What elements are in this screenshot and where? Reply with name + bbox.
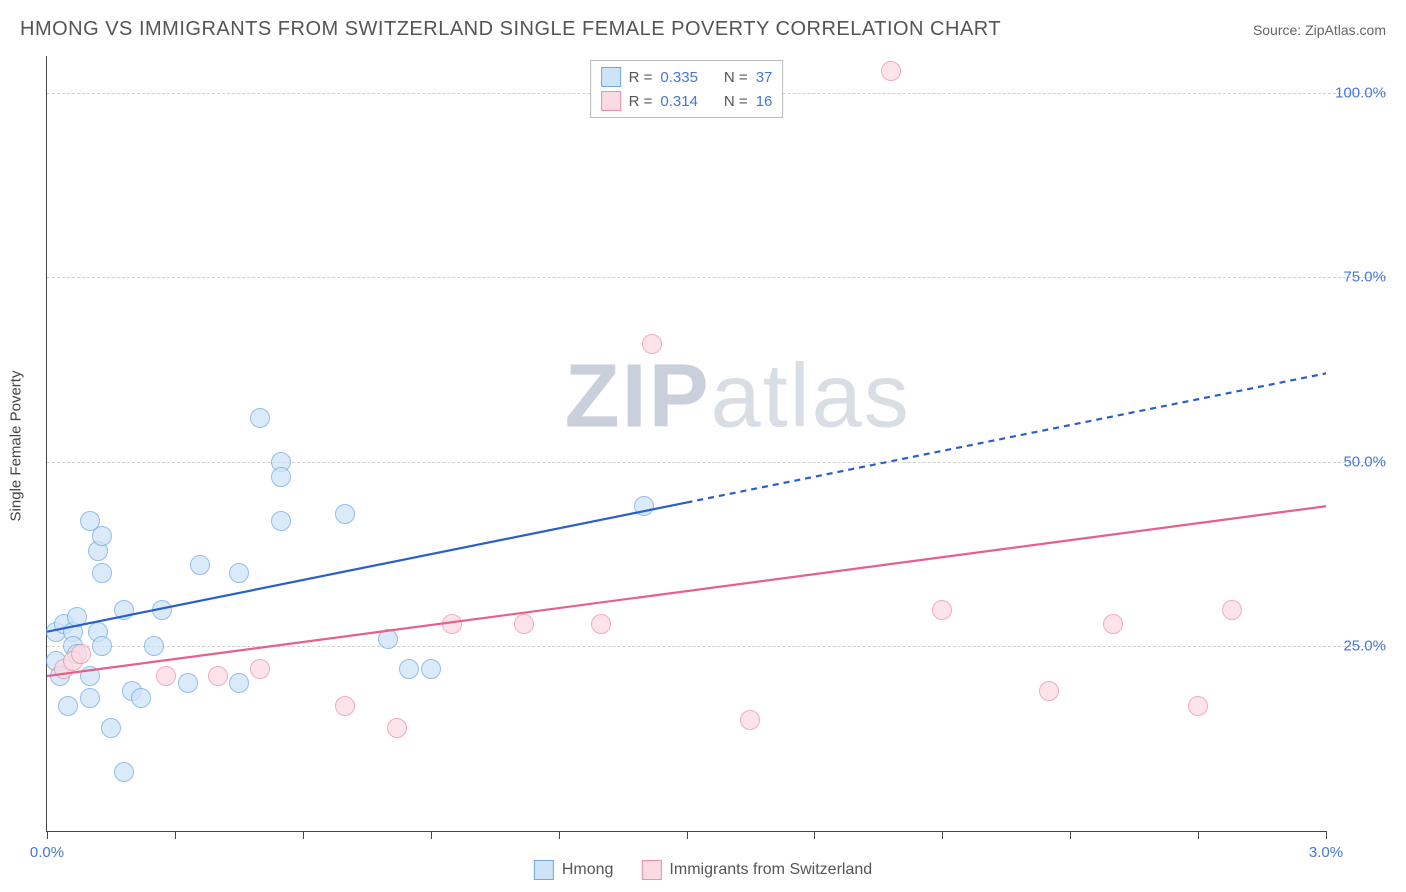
- data-point-hmong[interactable]: [114, 600, 134, 620]
- data-point-hmong[interactable]: [67, 607, 87, 627]
- watermark: ZIPatlas: [565, 346, 911, 449]
- x-tick-label: 0.0%: [30, 844, 64, 861]
- data-point-hmong[interactable]: [92, 526, 112, 546]
- data-point-hmong[interactable]: [399, 659, 419, 679]
- x-tick: [1198, 831, 1199, 839]
- legend-swatch-swiss: [601, 91, 621, 111]
- data-point-swiss[interactable]: [442, 614, 462, 634]
- data-point-hmong[interactable]: [271, 467, 291, 487]
- x-tick: [47, 831, 48, 839]
- data-point-swiss[interactable]: [71, 644, 91, 664]
- legend-series-label: Hmong: [562, 861, 614, 879]
- data-point-hmong[interactable]: [80, 688, 100, 708]
- legend-r-value: 0.314: [660, 93, 698, 110]
- x-tick: [942, 831, 943, 839]
- x-tick: [1326, 831, 1327, 839]
- legend-series: Hmong Immigrants from Switzerland: [534, 860, 872, 880]
- data-point-hmong[interactable]: [152, 600, 172, 620]
- watermark-atlas: atlas: [711, 347, 911, 447]
- data-point-swiss[interactable]: [740, 710, 760, 730]
- source-attribution: Source: ZipAtlas.com: [1253, 22, 1386, 38]
- source-label: Source:: [1253, 22, 1305, 38]
- data-point-hmong[interactable]: [250, 408, 270, 428]
- legend-r-value: 0.335: [660, 69, 698, 86]
- legend-n-value: 37: [756, 69, 773, 86]
- legend-swatch-hmong: [534, 860, 554, 880]
- data-point-hmong[interactable]: [634, 496, 654, 516]
- trend-line-hmong: [687, 373, 1327, 502]
- gridline: [47, 646, 1386, 647]
- data-point-hmong[interactable]: [178, 673, 198, 693]
- source-link[interactable]: ZipAtlas.com: [1305, 22, 1386, 38]
- data-point-swiss[interactable]: [1039, 681, 1059, 701]
- y-tick-label: 25.0%: [1331, 638, 1386, 655]
- x-tick: [559, 831, 560, 839]
- x-tick: [175, 831, 176, 839]
- data-point-swiss[interactable]: [1188, 696, 1208, 716]
- data-point-swiss[interactable]: [1222, 600, 1242, 620]
- x-tick: [814, 831, 815, 839]
- y-tick-label: 100.0%: [1331, 84, 1386, 101]
- legend-n-value: 16: [756, 93, 773, 110]
- data-point-swiss[interactable]: [1103, 614, 1123, 634]
- data-point-hmong[interactable]: [335, 504, 355, 524]
- data-point-swiss[interactable]: [335, 696, 355, 716]
- y-axis-label: Single Female Poverty: [8, 371, 25, 522]
- legend-series-swiss[interactable]: Immigrants from Switzerland: [641, 860, 872, 880]
- data-point-swiss[interactable]: [156, 666, 176, 686]
- data-point-hmong[interactable]: [131, 688, 151, 708]
- data-point-swiss[interactable]: [642, 334, 662, 354]
- x-tick: [1070, 831, 1071, 839]
- legend-swatch-swiss: [641, 860, 661, 880]
- watermark-zip: ZIP: [565, 347, 711, 447]
- data-point-hmong[interactable]: [421, 659, 441, 679]
- data-point-hmong[interactable]: [144, 636, 164, 656]
- gridline: [47, 277, 1386, 278]
- data-point-hmong[interactable]: [80, 666, 100, 686]
- data-point-hmong[interactable]: [58, 696, 78, 716]
- legend-n-label: N =: [724, 69, 748, 86]
- data-point-swiss[interactable]: [932, 600, 952, 620]
- data-point-swiss[interactable]: [387, 718, 407, 738]
- legend-series-hmong[interactable]: Hmong: [534, 860, 614, 880]
- legend-stats-row-hmong: R = 0.335 N = 37: [601, 65, 773, 89]
- data-point-hmong[interactable]: [92, 636, 112, 656]
- x-tick: [431, 831, 432, 839]
- data-point-hmong[interactable]: [271, 511, 291, 531]
- legend-r-label: R =: [629, 93, 653, 110]
- legend-stats-box: R = 0.335 N = 37 R = 0.314 N = 16: [590, 60, 784, 118]
- data-point-hmong[interactable]: [229, 563, 249, 583]
- data-point-swiss[interactable]: [881, 61, 901, 81]
- data-point-hmong[interactable]: [229, 673, 249, 693]
- data-point-hmong[interactable]: [190, 555, 210, 575]
- chart-title: HMONG VS IMMIGRANTS FROM SWITZERLAND SIN…: [20, 18, 1001, 41]
- data-point-hmong[interactable]: [378, 629, 398, 649]
- data-point-swiss[interactable]: [514, 614, 534, 634]
- data-point-hmong[interactable]: [92, 563, 112, 583]
- trend-lines-layer: [47, 56, 1326, 831]
- x-tick: [687, 831, 688, 839]
- x-tick: [303, 831, 304, 839]
- y-tick-label: 50.0%: [1331, 453, 1386, 470]
- trend-line-hmong: [47, 503, 687, 632]
- x-tick-label: 3.0%: [1309, 844, 1343, 861]
- data-point-swiss[interactable]: [208, 666, 228, 686]
- data-point-hmong[interactable]: [101, 718, 121, 738]
- data-point-swiss[interactable]: [591, 614, 611, 634]
- chart-area: ZIPatlas R =0.335N =37R =0.314N =16 25.0…: [46, 56, 1326, 832]
- legend-series-label: Immigrants from Switzerland: [669, 861, 872, 879]
- legend-n-label: N =: [724, 93, 748, 110]
- gridline: [47, 462, 1386, 463]
- data-point-swiss[interactable]: [250, 659, 270, 679]
- legend-r-label: R =: [629, 69, 653, 86]
- trend-line-swiss: [47, 506, 1326, 676]
- legend-stats-row-swiss: R = 0.314 N = 16: [601, 89, 773, 113]
- y-tick-label: 75.0%: [1331, 269, 1386, 286]
- legend-swatch-hmong: [601, 67, 621, 87]
- plot-area: ZIPatlas R =0.335N =37R =0.314N =16 25.0…: [46, 56, 1326, 832]
- data-point-hmong[interactable]: [114, 762, 134, 782]
